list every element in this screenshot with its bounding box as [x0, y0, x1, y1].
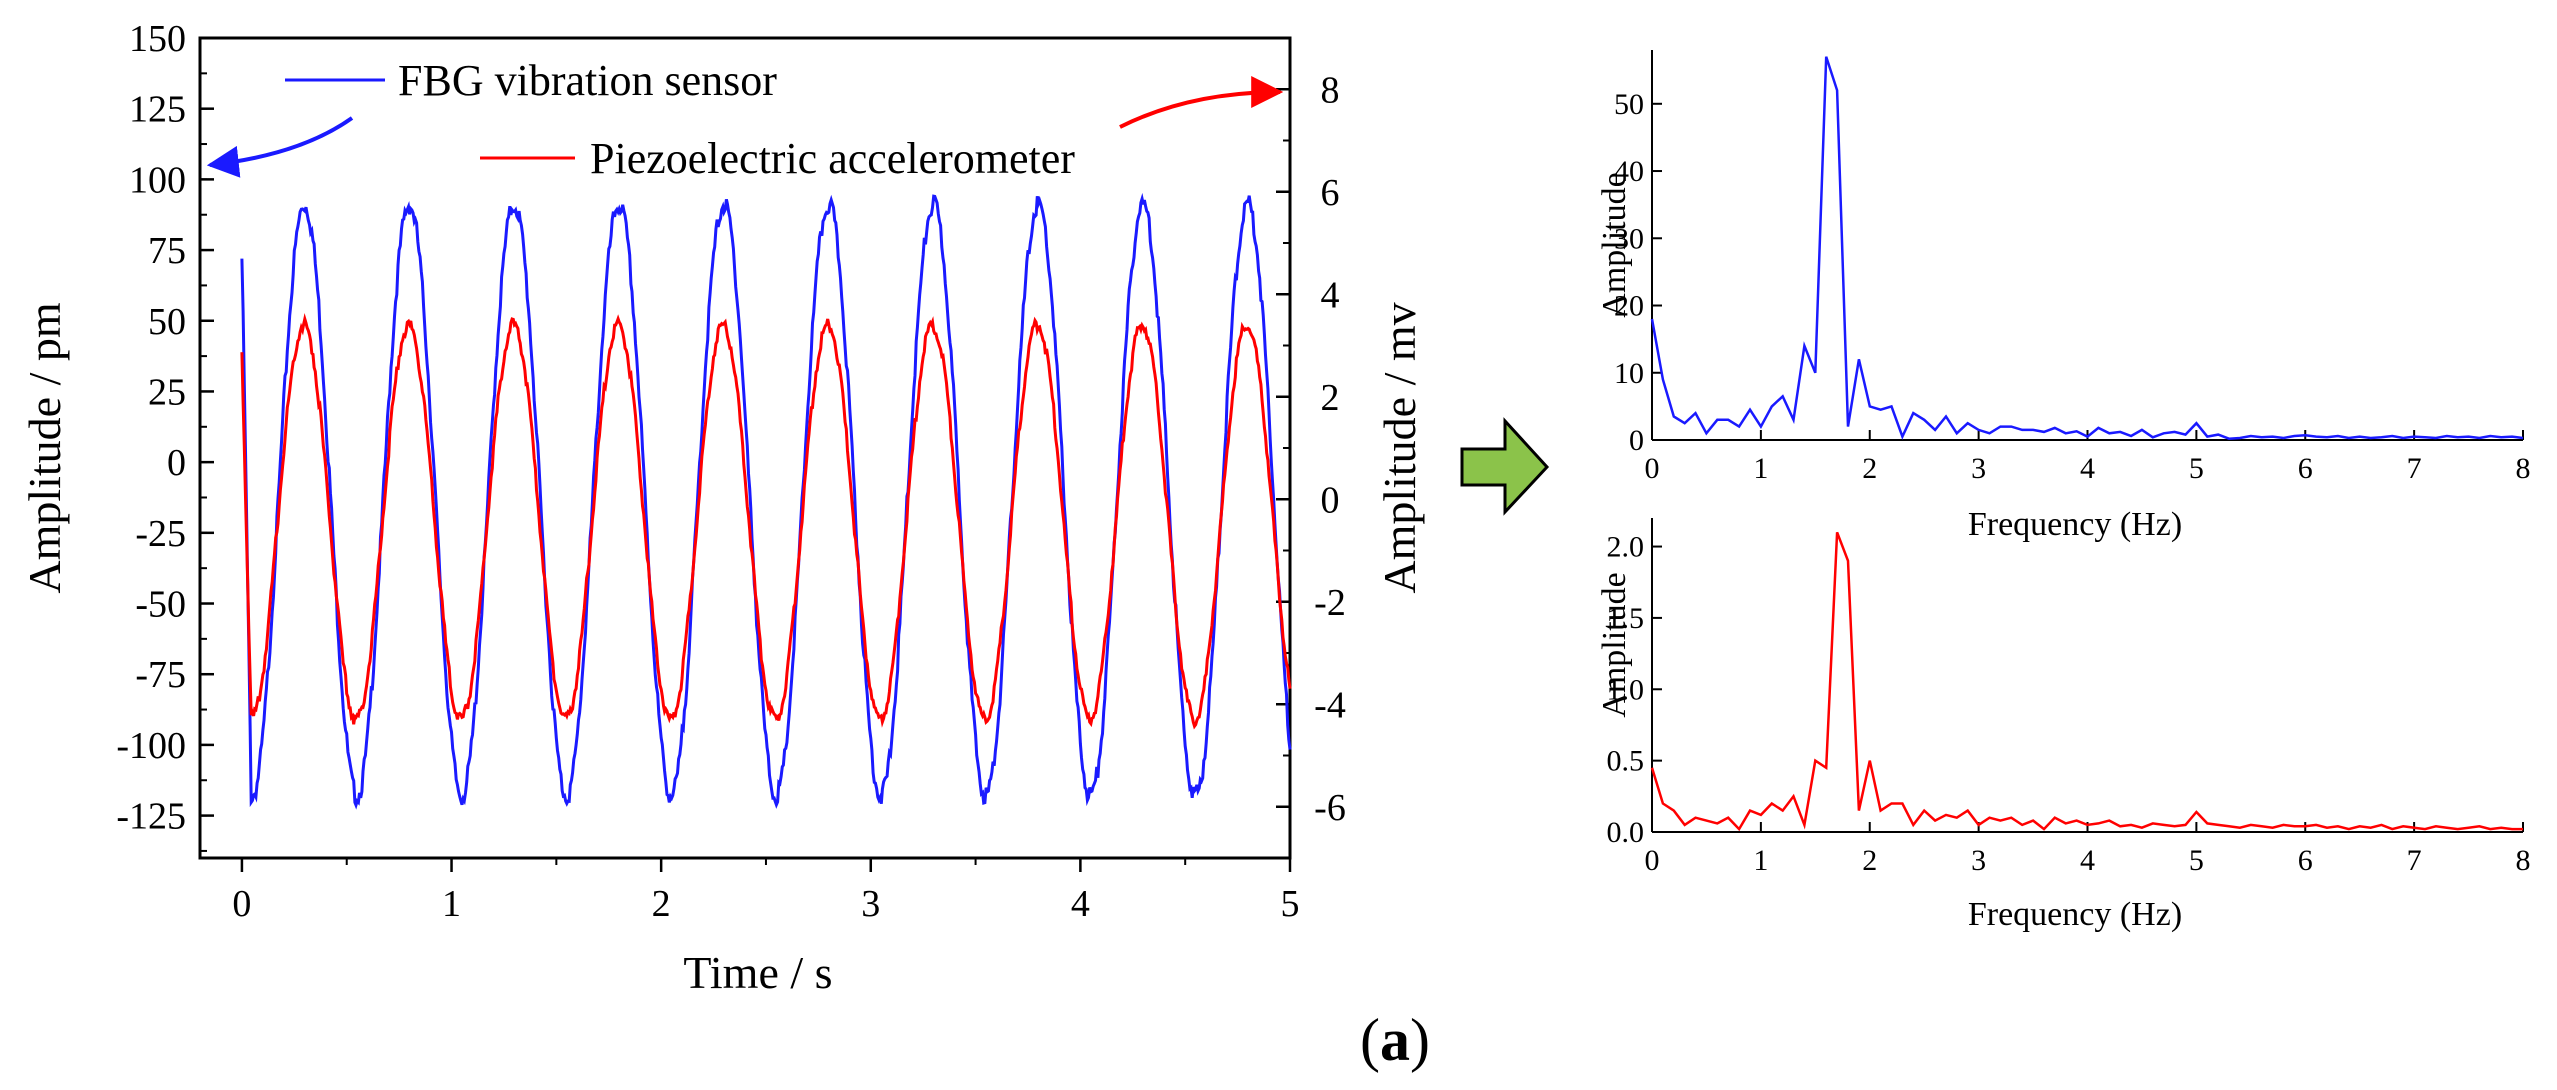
- spectrum-x-tick-label: 0: [1645, 452, 1660, 485]
- spectrum-y-tick-label: 1.5: [1607, 602, 1645, 635]
- time-left-axis-ticks: 150 125 100 75 50 25 0 -25 -50 -75 -100 -125: [116, 18, 214, 852]
- legend-fbg-label: FBG vibration sensor: [398, 56, 777, 105]
- fbg-spectrum-line: [1650, 56, 2524, 440]
- spectrum-y-tick-label: 1.0: [1607, 673, 1645, 706]
- spectrum-x-tick-label: 6: [2298, 452, 2313, 485]
- fbg-spectrum-x-ticks: 0 1 2 3 4 5 6 7 8: [1645, 430, 2531, 485]
- piezo-spectrum-y-ticks: 2.0 1.5 1.0 0.5 0.0: [1607, 531, 1662, 849]
- time-left-tick-label: -100: [116, 725, 186, 767]
- fbg-spectrum-x-label: Frequency (Hz): [1968, 506, 2182, 543]
- spectrum-x-tick-label: 7: [2407, 844, 2422, 877]
- transform-arrow: [1460, 417, 1550, 516]
- piezo-spectrum-chart: 2.0 1.5 1.0 0.5 0.0 0 1 2 3 4 5 6 7 8 Frequency (Hz)…: [1596, 518, 2531, 933]
- spectrum-y-tick-label: 20: [1614, 290, 1644, 323]
- time-x-tick-label: 4: [1071, 883, 1090, 925]
- time-right-tick-label: 4: [1321, 274, 1340, 316]
- spectrum-x-tick-label: 2: [1862, 452, 1877, 485]
- piezo-spectrum-x-label: Frequency (Hz): [1968, 896, 2182, 933]
- spectrum-x-tick-label: 2: [1862, 844, 1877, 877]
- time-right-tick-label: -4: [1314, 684, 1346, 726]
- spectrum-y-tick-label: 0: [1629, 424, 1644, 457]
- time-x-tick-label: 2: [652, 883, 671, 925]
- spectrum-y-tick-label: 0.5: [1607, 745, 1645, 778]
- time-right-axis-ticks: 8 6 4 2 0 -2 -4 -6: [1276, 37, 1346, 859]
- spectrum-x-tick-label: 8: [2516, 452, 2531, 485]
- piezo-spectrum-x-ticks: 0 1 2 3 4 5 6 7 8: [1645, 822, 2531, 877]
- spectrum-y-tick-label: 10: [1614, 357, 1644, 390]
- time-left-tick-label: 125: [129, 89, 186, 131]
- spectrum-x-tick-label: 7: [2407, 452, 2422, 485]
- spectrum-x-tick-label: 4: [2080, 452, 2095, 485]
- fbg-spectrum-chart: 50 40 30 20 10 0 0 1 2 3 4 5 6 7 8 Frequency (Hz) Amp…: [1596, 50, 2531, 543]
- piezo-spectrum-y-label: Amplitude: [1596, 572, 1633, 717]
- spectrum-x-tick-label: 5: [2189, 844, 2204, 877]
- time-left-tick-label: 0: [167, 442, 186, 484]
- spectrum-x-tick-label: 1: [1753, 844, 1768, 877]
- right-axis-indicator-arrow: [1119, 76, 1284, 129]
- time-left-tick-label: -75: [135, 654, 186, 696]
- fbg-spectrum-y-ticks: 50 40 30 20 10 0: [1614, 88, 1662, 457]
- panel-label: (a): [1360, 1007, 1430, 1073]
- spectrum-y-tick-label: 2.0: [1607, 531, 1645, 564]
- time-x-axis-ticks: 0 1 2 3 4 5: [232, 858, 1300, 925]
- time-left-tick-label: 150: [129, 18, 186, 60]
- time-x-tick-label: 5: [1281, 883, 1300, 925]
- spectrum-x-tick-label: 6: [2298, 844, 2313, 877]
- time-right-tick-label: -2: [1314, 582, 1346, 624]
- spectrum-x-tick-label: 8: [2516, 844, 2531, 877]
- time-left-tick-label: -25: [135, 513, 186, 555]
- spectrum-y-tick-label: 40: [1614, 155, 1644, 188]
- time-left-tick-label: 50: [148, 301, 186, 343]
- time-left-axis-label: Amplitude / pm: [19, 302, 70, 594]
- spectrum-x-tick-label: 0: [1645, 844, 1660, 877]
- time-left-tick-label: 25: [148, 371, 186, 413]
- spectrum-x-tick-label: 4: [2080, 844, 2095, 877]
- time-x-tick-label: 0: [232, 883, 251, 925]
- time-right-tick-label: 8: [1321, 69, 1340, 111]
- time-left-tick-label: -50: [135, 584, 186, 626]
- legend-piezo-label: Piezoelectric accelerometer: [590, 134, 1075, 183]
- spectrum-x-tick-label: 3: [1971, 844, 1986, 877]
- spectrum-y-tick-label: 0.0: [1607, 816, 1645, 849]
- fbg-spectrum-y-label: Amplitude: [1596, 172, 1633, 317]
- time-x-tick-label: 3: [861, 883, 880, 925]
- spectrum-x-tick-label: 3: [1971, 452, 1986, 485]
- time-right-axis-label: Amplitude / mv: [1374, 302, 1425, 593]
- time-right-tick-label: 0: [1321, 479, 1340, 521]
- left-axis-indicator-arrow: [206, 116, 354, 178]
- fbg-vibration-line: [240, 192, 1292, 810]
- time-right-tick-label: 6: [1321, 172, 1340, 214]
- time-x-tick-label: 1: [442, 883, 461, 925]
- time-left-tick-label: 100: [129, 159, 186, 201]
- spectrum-y-tick-label: 50: [1614, 88, 1644, 121]
- time-left-tick-label: -125: [116, 796, 186, 838]
- spectrum-y-tick-label: 30: [1614, 222, 1644, 255]
- time-right-tick-label: -6: [1314, 787, 1346, 829]
- spectrum-x-tick-label: 1: [1753, 452, 1768, 485]
- time-x-axis-label: Time / s: [683, 947, 832, 998]
- piezo-spectrum-line: [1650, 531, 2523, 832]
- spectrum-x-tick-label: 5: [2189, 452, 2204, 485]
- time-right-tick-label: 2: [1321, 377, 1340, 419]
- piezoelectric-line: [240, 313, 1292, 730]
- time-left-tick-label: 75: [148, 230, 186, 272]
